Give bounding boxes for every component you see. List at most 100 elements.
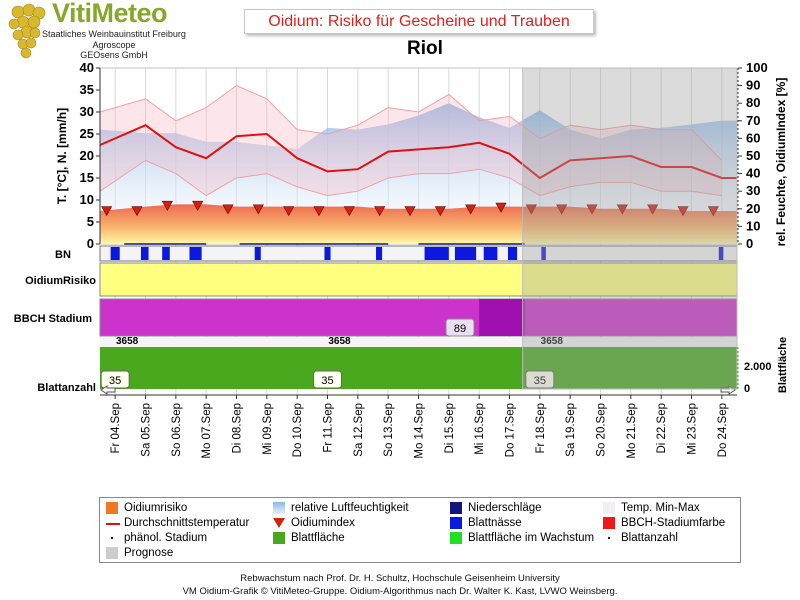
oidium-index-marker (556, 204, 568, 215)
right-axis-tick-label: 40 (746, 166, 760, 181)
legend: Oidiumrisiko relative Luftfeuchtigkeit Nie… (99, 497, 741, 563)
bbch-dark-segment (479, 299, 525, 336)
left-axis-label: T. [°C], N. [mm/h] (55, 108, 69, 204)
oidium-index-marker (313, 206, 325, 217)
leaf-wetness-bar (254, 247, 261, 260)
legend-label: Niederschläge (468, 502, 542, 514)
oidium-index-marker (101, 206, 113, 217)
x-axis-tick-label: Sa 12.Sep (353, 403, 365, 457)
leaf-area-strip (100, 337, 737, 347)
leaf-count-box (313, 370, 342, 389)
legend-label: Prognose (124, 547, 174, 559)
right-axis-tick-label: 30 (746, 183, 760, 198)
x-axis-tick-label: Mi 23.Sep (687, 403, 699, 455)
legend-label: phänol. Stadium (124, 532, 208, 544)
oidium-index-marker (374, 206, 386, 217)
x-axis-tick-label: Do 17.Sep (505, 403, 517, 457)
right-axis-tick-label: 50 (746, 148, 760, 163)
oidium-index-marker (616, 204, 628, 215)
right-axis-label: rel. Feuchte, OidiumIndex [%] (774, 78, 788, 247)
leaf-wetness-bar (189, 247, 202, 260)
leaf-wetness-bar (718, 247, 724, 260)
legend-label: BBCH-Stadiumfarbe (621, 517, 726, 529)
x-axis-tick-label: So 06.Sep (171, 403, 183, 457)
leaf-wetness-bar (507, 247, 518, 260)
leaf-wetness-bar (454, 247, 477, 260)
x-axis-tick-label: Fr 11.Sep (323, 403, 335, 453)
left-axis-tick-label: 40 (80, 60, 94, 75)
left-axis-tick-label: 25 (80, 126, 94, 141)
right-axis-tick-label: 100 (746, 60, 768, 75)
square-icon (106, 547, 118, 559)
chart-title: Oidium: Risiko für Gescheine und Trauben (244, 9, 594, 34)
line-icon (106, 523, 120, 525)
legend-label: Blattfläche (291, 532, 345, 544)
average-temperature-line (99, 124, 737, 180)
x-axis-tick-label: Mi 09.Sep (262, 403, 274, 455)
bbch-stage-value: 89 (454, 323, 466, 335)
leaf-area-row (100, 347, 737, 389)
x-axis-tick-label: Mo 21.Sep (626, 403, 638, 459)
right-axis-tick-label: 80 (746, 95, 760, 110)
forecast-overlay (522, 67, 738, 390)
vitimeteo-logo: VitiMeteo Staatliches Weinbauinstitut Fr… (4, 0, 194, 62)
oidium-index-marker (192, 200, 204, 212)
leaf-wetness-bar (110, 247, 120, 260)
oidium-index-marker (131, 206, 143, 217)
temperature-min-line (99, 159, 722, 197)
leaf-area-tick-label: 0 (744, 383, 750, 395)
scroll-left-icon (100, 385, 116, 395)
leaf-count-value: 35 (534, 375, 546, 387)
leaf-area-value: 3658 (328, 336, 351, 347)
square-gradient-icon (273, 502, 285, 514)
right-axis-tick-label: 20 (746, 201, 760, 216)
temperature-minmax-band (100, 85, 722, 196)
x-axis-tick-label: Mi 16.Sep (474, 403, 486, 455)
bn-label: BN (55, 249, 71, 261)
oidium-index-marker (677, 206, 689, 217)
right-axis-tick-label: 70 (746, 113, 760, 128)
legend-label: relative Luftfeuchtigkeit (291, 502, 409, 514)
oidium-risk-area (100, 204, 737, 244)
grape-icon (8, 3, 46, 59)
leaf-area-tick-label: 2.000 (744, 361, 772, 373)
square-icon (450, 517, 462, 529)
x-axis-tick-label: Fr 18.Sep (535, 403, 547, 454)
oidium-index-marker (465, 204, 477, 215)
x-axis-tick-label: Di 22.Sep (656, 403, 668, 454)
oidium-index-marker (404, 206, 416, 217)
left-axis-tick-label: 15 (80, 170, 94, 185)
dot-icon (608, 537, 610, 539)
x-axis-tick-label: Mo 14.Sep (414, 403, 426, 459)
leaf-count-box (525, 370, 555, 389)
oidium-index-marker (525, 204, 537, 215)
logo-line-1: Staatliches Weinbauinstitut Freiburg (42, 29, 186, 39)
leaf-area-axis-label: Blattfläche (777, 337, 789, 393)
oidium-index-marker (161, 200, 173, 212)
right-axis-tick-label: 90 (746, 78, 760, 93)
x-axis-tick-label: Sa 05.Sep (141, 403, 153, 457)
legend-label: Durchschnittstemperatur (124, 517, 250, 529)
temperature-max-line (99, 85, 723, 161)
x-axis-tick-label: Fr 04.Sep (110, 403, 122, 454)
oidium-index-marker (434, 206, 446, 217)
footer-line-2: VM Oidium-Grafik © VitiMeteo-Gruppe. Oid… (182, 586, 618, 597)
square-icon (273, 532, 285, 544)
oidium-index-marker (222, 204, 234, 215)
bbch-row (99, 298, 738, 337)
right-axis-tick-label: 60 (746, 130, 760, 145)
legend-label: Blattnässe (468, 517, 522, 529)
square-icon (603, 502, 615, 514)
logo-title: VitiMeteo (52, 0, 168, 28)
oidium-index-marker (647, 204, 659, 215)
legend-label: Temp. Min-Max (621, 502, 700, 514)
square-icon (106, 502, 118, 514)
scroll-right-icon (720, 385, 736, 395)
oidium-index-marker (283, 206, 295, 217)
x-axis-tick-label: Do 24.Sep (717, 403, 729, 457)
location-title: Riol (407, 38, 443, 59)
leaf-wetness-bar (324, 247, 331, 260)
x-axis-tick-label: Sa 19.Sep (565, 403, 577, 457)
